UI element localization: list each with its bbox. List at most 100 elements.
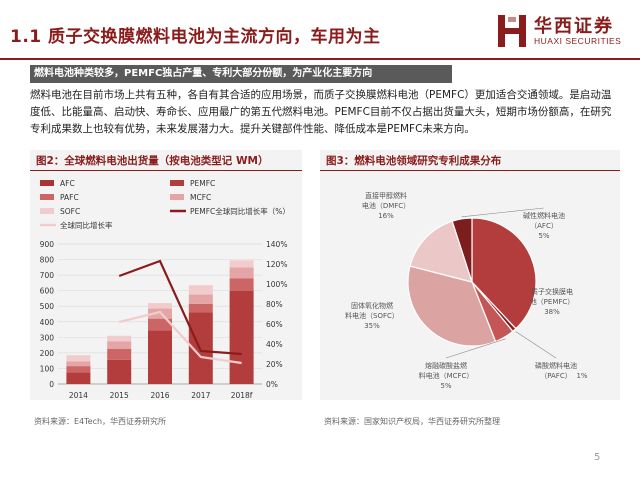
x-tick-label: 2014 (69, 391, 88, 400)
leader-line (445, 338, 506, 359)
bar-segment (148, 318, 172, 331)
figure3-source: 资料来源：国家知识产权局，华西证券研究所整理 (324, 417, 500, 426)
legend-swatch (40, 194, 54, 200)
legend-swatch (40, 180, 54, 186)
legend-label: PAFC (60, 193, 79, 202)
bar-segment (66, 361, 91, 367)
slice-label: 料电池（SOFC） (345, 311, 399, 320)
y2-tick-label: 60% (266, 320, 283, 329)
huaxi-logo-icon (498, 15, 526, 47)
logo-chinese-name: 华西证券 (534, 16, 614, 37)
y2-tick-label: 140% (266, 240, 287, 249)
y-tick-label: 800 (40, 256, 55, 265)
title-divider (0, 58, 640, 60)
bar-segment (229, 278, 254, 291)
leader-line (515, 331, 557, 359)
bar-segment (107, 349, 132, 360)
leader-line (461, 207, 545, 218)
slice-label: （PAFC） (540, 372, 571, 380)
x-tick-label: 2018f (231, 391, 253, 400)
figure2-title-rule (30, 170, 302, 171)
slice-label: 碱性燃料电池 (523, 211, 565, 220)
slice-label: 池（PEMFC） (530, 297, 575, 306)
bar-segment (148, 330, 172, 384)
bar-segment (66, 366, 91, 373)
bar-segment (188, 294, 213, 304)
legend-label: MCFC (190, 193, 211, 202)
page-number: 5 (594, 452, 601, 463)
bar-segment (229, 267, 254, 279)
slice-label: 质子交换膜电 (531, 287, 573, 296)
legend-label: 全球同比增长率 (60, 220, 113, 230)
x-tick-label: 2015 (110, 391, 129, 400)
legend-label: AFC (60, 179, 75, 188)
slice-percent: 35% (364, 322, 380, 330)
legend-swatch (170, 180, 184, 186)
growth-line (118, 259, 242, 356)
figure3-panel: 图3：燃料电池领域研究专利成果分布 质子交换膜电 池（PEMFC） 38% 磷酸燃料电… (320, 150, 620, 400)
legend-swatch (40, 208, 54, 214)
bar-segment (107, 341, 132, 349)
bar-segment (107, 335, 132, 342)
y-tick-label: 400 (40, 318, 55, 327)
figure2-title: 图2：全球燃料电池出货量（按电池类型记 WM） (36, 155, 269, 167)
bar-segment (229, 290, 254, 384)
slice-label: 直接甲醇燃料 (365, 191, 407, 200)
slice-percent: 38% (544, 308, 560, 316)
slice-label: （AFC） (530, 222, 558, 230)
slice-label: 固体氧化物燃 (351, 301, 393, 310)
bar-segment (188, 285, 213, 295)
y-tick-label: 600 (40, 287, 55, 296)
slice-percent: 16% (378, 212, 394, 220)
y2-tick-label: 20% (266, 360, 283, 369)
slice-label: 料电池（MCFC） (419, 371, 474, 380)
x-tick-label: 2016 (150, 391, 169, 400)
x-tick-label: 2017 (191, 391, 210, 400)
y-tick-label: 700 (40, 271, 55, 280)
logo-english-name: HUAXI SECURITIES (534, 36, 622, 46)
legend-label: PEMFC全球同比增长率（%） (190, 206, 290, 216)
figure2-source: 资料来源：E4Tech，华西证券研究所 (34, 417, 167, 426)
slice-percent: 5% (538, 232, 549, 240)
page-title: 1.1 质子交换膜燃料电池为主流方向，车用为主 (10, 27, 381, 47)
y2-tick-label: 120% (266, 260, 287, 269)
slice-percent: 5% (440, 382, 451, 390)
pie-slice (471, 217, 537, 330)
y-tick-label: 300 (40, 333, 55, 342)
y2-tick-label: 40% (266, 340, 283, 349)
legend-label: SOFC (60, 207, 80, 216)
legend-swatch (170, 194, 184, 200)
intro-paragraph: 燃料电池在目前市场上共有五种，各自有其合适的应用场景，而质子交换膜燃料电池（PE… (30, 89, 612, 135)
slice-label: 电池（DMFC） (362, 201, 410, 210)
y2-tick-label: 100% (266, 280, 287, 289)
slice-percent: 1% (576, 372, 587, 380)
pie-slice (451, 217, 473, 283)
bar-segment (188, 303, 213, 313)
summary-banner: 燃料电池种类较多，PEMFC独占产量、专利大部分份额，为产业化主要方向 (30, 65, 452, 83)
pie-slice (407, 265, 497, 347)
slice-label: 熔融碳酸盐燃 (425, 361, 467, 370)
company-logo: 华西证券 HUAXI SECURITIES (496, 10, 636, 54)
y-tick-label: 100 (40, 364, 55, 373)
figure3-title-rule (320, 170, 620, 171)
bar-segment (107, 359, 132, 384)
figure3-title: 图3：燃料电池领域研究专利成果分布 (326, 155, 502, 167)
y-tick-label: 200 (40, 349, 55, 358)
y2-tick-label: 0% (266, 380, 278, 389)
legend-label: PEMFC (190, 179, 215, 188)
bar-segment (66, 355, 91, 362)
slice-label: 磷酸燃料电池 (535, 361, 577, 370)
shipment-chart: AFC PEMFC PAFC MCFC SOFC 全球同比增长率 PEMFC全球同比增长率（… (40, 179, 290, 400)
figure2-panel: 图2：全球燃料电池出货量（按电池类型记 WM） AFC PEMFC PAFC MCFC… (30, 150, 302, 400)
bar-segment (148, 303, 172, 309)
bar-segment (229, 260, 254, 268)
y-tick-label: 500 (40, 302, 55, 311)
pie-slice (409, 220, 473, 283)
bar-segment (66, 372, 91, 384)
growth-line (118, 310, 242, 365)
y-tick-label: 0 (49, 380, 54, 389)
y-tick-label: 900 (40, 240, 55, 249)
y2-tick-label: 80% (266, 300, 283, 309)
